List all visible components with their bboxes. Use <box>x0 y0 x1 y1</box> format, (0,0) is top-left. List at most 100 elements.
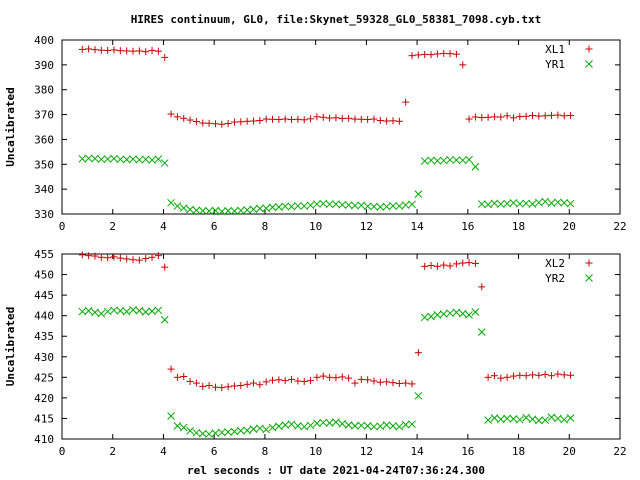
data-point <box>345 374 353 382</box>
x-tick-label: 0 <box>59 220 66 233</box>
data-point <box>452 308 461 317</box>
data-point <box>167 110 175 118</box>
data-point <box>129 306 137 314</box>
data-point <box>249 205 258 214</box>
data-point <box>243 206 252 214</box>
data-point <box>173 202 182 210</box>
data-point <box>496 415 505 424</box>
data-point <box>218 120 226 128</box>
y-tick-label: 370 <box>34 109 54 122</box>
data-point <box>509 198 518 207</box>
data-point <box>522 112 530 120</box>
x-tick-label: 18 <box>512 445 525 458</box>
data-point <box>211 429 220 438</box>
data-point <box>440 261 448 269</box>
data-point <box>180 373 188 381</box>
data-point <box>173 113 181 121</box>
data-point <box>408 52 416 60</box>
data-point <box>490 414 499 422</box>
data-point <box>230 118 238 126</box>
data-point <box>313 373 321 381</box>
data-point <box>313 419 321 428</box>
data-point <box>344 421 353 429</box>
data-point <box>414 190 423 198</box>
data-point <box>236 206 245 215</box>
data-point <box>548 372 556 380</box>
data-point <box>135 306 144 315</box>
data-point <box>275 116 283 124</box>
data-point <box>148 307 156 315</box>
data-point <box>484 113 492 121</box>
data-point <box>402 98 410 106</box>
data-point <box>205 430 213 438</box>
data-point <box>490 199 499 208</box>
data-point <box>104 46 112 54</box>
x-tick-label: 18 <box>512 220 525 233</box>
data-point <box>224 206 232 215</box>
data-point <box>547 199 556 207</box>
data-point <box>249 379 257 387</box>
data-point <box>433 50 441 58</box>
data-point <box>528 415 537 424</box>
data-point <box>376 117 384 125</box>
data-point <box>484 200 492 209</box>
data-point <box>97 253 105 261</box>
data-point <box>439 156 448 165</box>
data-point <box>414 391 423 400</box>
data-point <box>91 154 99 163</box>
x-tick-label: 12 <box>360 220 373 233</box>
data-point <box>325 419 334 427</box>
data-point <box>84 306 93 315</box>
data-point <box>110 253 118 261</box>
x-tick-label: 16 <box>461 445 474 458</box>
data-point <box>199 382 207 390</box>
plot-frame <box>61 39 621 215</box>
y-tick-label: 430 <box>34 351 54 364</box>
data-point <box>370 202 378 211</box>
data-point <box>281 377 289 385</box>
data-point <box>186 116 194 124</box>
data-point <box>471 162 480 171</box>
plot-frame <box>61 253 621 440</box>
x-tick-label: 16 <box>461 220 474 233</box>
x-tick-label: 2 <box>109 220 116 233</box>
data-point <box>370 422 378 431</box>
x-tick-label: 14 <box>410 445 424 458</box>
data-point <box>421 50 429 58</box>
legend-marker <box>585 274 593 282</box>
data-point <box>160 159 169 167</box>
data-point <box>554 370 562 378</box>
data-point <box>344 201 353 209</box>
data-point <box>490 113 498 121</box>
panel-2: 0 2 4 6 8 10 12 14 16 18 20 22 410 415 420 425 430 435 440… <box>4 248 627 458</box>
y-tick-label: 340 <box>34 183 54 196</box>
data-point <box>382 202 391 211</box>
data-point <box>192 428 201 437</box>
data-point <box>243 380 251 388</box>
data-point <box>294 115 302 123</box>
data-point <box>135 155 144 164</box>
x-tick-label: 8 <box>262 445 269 458</box>
y-tick-label: 410 <box>34 433 54 446</box>
data-point <box>154 252 162 260</box>
data-point <box>319 372 327 380</box>
y-tick-label: 415 <box>34 412 54 425</box>
series-yr2 <box>78 306 575 438</box>
x-tick-label: 6 <box>211 445 218 458</box>
data-point <box>471 259 479 267</box>
legend-label: XL1 <box>545 43 565 56</box>
data-point <box>141 155 150 164</box>
data-point <box>224 120 232 128</box>
data-point <box>205 382 213 390</box>
data-point <box>236 426 245 435</box>
data-point <box>129 47 137 55</box>
data-point <box>458 309 467 318</box>
y-tick-label: 360 <box>34 133 54 146</box>
data-point <box>401 201 410 209</box>
series-yr1 <box>78 154 575 216</box>
data-point <box>300 116 308 124</box>
data-point <box>465 115 473 123</box>
data-point <box>509 415 518 423</box>
data-point <box>421 262 429 270</box>
data-point <box>446 155 454 164</box>
